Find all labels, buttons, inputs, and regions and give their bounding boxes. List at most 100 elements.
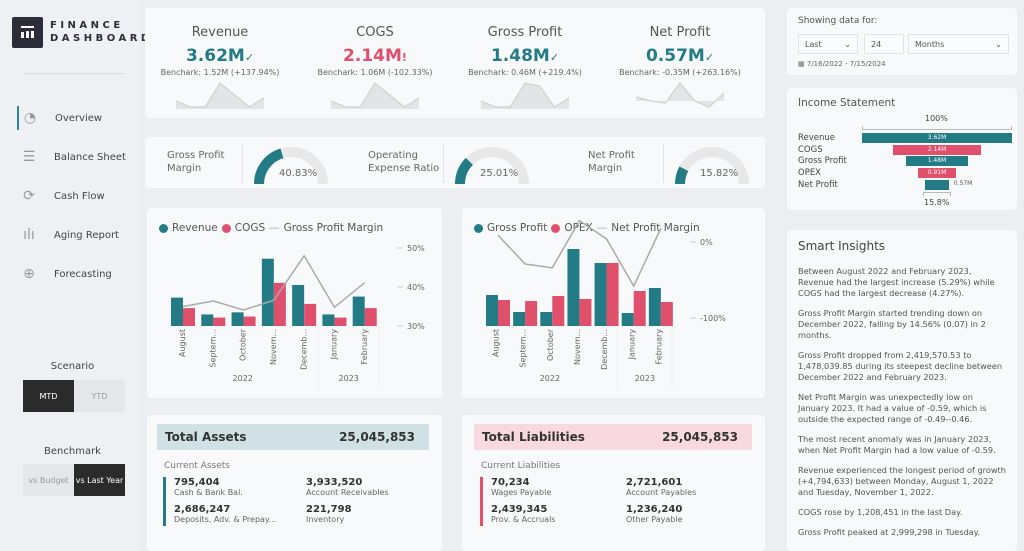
benchmark-last-year[interactable]: vs Last Year (74, 464, 125, 496)
insight-item: The most recent anomaly was in January 2… (798, 434, 996, 455)
benchmark-budget[interactable]: vs Budget (23, 464, 74, 496)
nav-label: Overview (55, 112, 103, 124)
funnel-bar[interactable]: 0.91M (918, 168, 956, 179)
calendar-icon: ▦ (798, 60, 805, 68)
period-mode-select[interactable]: Last ⌄ (798, 34, 858, 54)
kpi-net-profit: Net Profit 0.57M✓ Benchark: -0.35M (+263.1… (605, 16, 755, 111)
bar-gross-profit[interactable] (648, 288, 661, 326)
bar-cogs[interactable] (304, 303, 317, 326)
kpi-value-text: 1.48M (490, 46, 550, 66)
funnel-bar[interactable] (925, 179, 949, 190)
bar-opex[interactable] (498, 300, 510, 326)
bar-cogs[interactable] (273, 282, 286, 326)
divider (22, 73, 125, 74)
x-tick-label: Decemb... (600, 329, 609, 370)
bar-gross-profit[interactable] (513, 312, 526, 326)
smart-insights-card: Smart Insights Between August 2022 and F… (787, 230, 1017, 551)
asset-item: 795,404 Cash & Bank Bal. (174, 477, 243, 498)
gauge-fill (455, 157, 474, 185)
bar-cogs[interactable] (334, 317, 347, 326)
bar-cogs[interactable] (183, 308, 195, 326)
x-group-label: 2022 (540, 374, 560, 383)
bar-gross-profit[interactable] (486, 295, 498, 326)
period-count-input[interactable]: 24 (864, 34, 904, 54)
liabilities-header: Total Liabilities 25,045,853 (474, 424, 752, 450)
bar-opex[interactable] (579, 299, 592, 326)
x-tick-label: October (546, 328, 555, 361)
y2-tick-label: -100% (700, 314, 726, 323)
liability-item: 1,236,240 Other Payable (626, 504, 683, 525)
funnel-bar[interactable]: 1.48M (906, 156, 968, 167)
bar-opex[interactable] (552, 296, 565, 326)
x-tick-label: October (239, 328, 248, 361)
bar-revenue[interactable] (261, 258, 274, 326)
alert-icon: ! (401, 51, 407, 64)
liability-item: 70,234 Wages Payable (491, 477, 552, 498)
funnel-label-net-profit: Net Profit (798, 179, 838, 190)
x-tick-label: February (360, 329, 369, 365)
bar-revenue[interactable] (171, 297, 183, 326)
period-unit-select[interactable]: Months ⌄ (908, 34, 1009, 54)
gauge-value: 25.01% (480, 168, 519, 179)
funnel-bar[interactable]: 3.62M (862, 133, 1012, 143)
kpi-benchmark: Benchark: 1.52M (+137.94%) (160, 68, 280, 77)
profit-opex-chart: Gross Profit OPEX — Net Profit Margin 0% -100… (462, 208, 765, 398)
scenario-mtd[interactable]: MTD (23, 380, 74, 412)
kpi-value-text: 2.14M (343, 46, 402, 66)
y2-tick-label: 30% (407, 322, 425, 331)
assets-header: Total Assets 25,045,853 (157, 424, 429, 450)
nav-forecasting[interactable]: ⊕ Forecasting (18, 262, 112, 286)
sidebar: FINANCE DASHBOARD ◔ Overview ☰ Balance Shee… (0, 0, 149, 551)
x-tick-label: Septem... (519, 329, 528, 368)
scenario-ytd[interactable]: YTD (74, 380, 125, 412)
funnel-top-bracket (862, 126, 1012, 130)
kpi-title: Gross Profit (487, 25, 563, 40)
legend-label: Revenue (172, 222, 218, 234)
pie-chart-icon: ◔ (23, 110, 37, 126)
bar-gross-profit[interactable] (567, 249, 580, 326)
bar-revenue[interactable] (201, 314, 214, 326)
nav-balance-sheet[interactable]: ☰ Balance Sheet (18, 145, 126, 169)
bar-cogs[interactable] (364, 308, 377, 326)
nav-aging-report[interactable]: ılı Aging Report (18, 223, 119, 247)
gauge-value: 15.82% (700, 168, 739, 179)
logo-icon (12, 17, 43, 48)
bar-gross-profit[interactable] (621, 313, 634, 326)
bar-opex[interactable] (660, 302, 673, 326)
benchmark-toggle[interactable]: vs Budget vs Last Year (23, 464, 125, 496)
sparkline-area (176, 83, 264, 109)
bar-revenue[interactable] (292, 284, 305, 326)
funnel-bar[interactable]: 2.14M (892, 144, 982, 155)
bar-opex[interactable] (525, 301, 538, 326)
sparkline (636, 82, 724, 108)
nav-label: Balance Sheet (54, 151, 126, 163)
kpi-value: 2.14M! (300, 46, 450, 66)
bar-gross-profit[interactable] (540, 312, 553, 326)
sparkline (481, 82, 569, 109)
kpi-revenue: Revenue 3.62M✓ Benchark: 1.52M (+137.94%) (145, 16, 295, 111)
legend-line-icon: — (596, 222, 608, 234)
scenario-toggle[interactable]: MTD YTD (23, 380, 125, 412)
gauge (254, 147, 328, 185)
kpi-value: 0.57M✓ (605, 46, 755, 66)
check-icon: ✓ (549, 51, 560, 64)
bar-cogs[interactable] (243, 316, 256, 326)
kpi-cogs: COGS 2.14M! Benchark: 1.06M (-102.33%) (300, 16, 450, 111)
list-icon: ☰ (22, 149, 36, 165)
bar-revenue[interactable] (322, 314, 335, 326)
nav-cash-flow[interactable]: ⟳ Cash Flow (18, 184, 105, 208)
legend-line-icon: — (269, 222, 280, 234)
bar-revenue[interactable] (231, 312, 244, 326)
funnel-label-revenue: Revenue (798, 133, 836, 143)
sparkline-line (331, 82, 419, 108)
bar-opex[interactable] (633, 291, 646, 326)
bar-revenue[interactable] (352, 296, 365, 326)
gauge-label: Operating Expense Ratio (368, 150, 440, 174)
nav-overview[interactable]: ◔ Overview (17, 106, 102, 130)
bar-opex[interactable] (606, 263, 619, 326)
bar-gross-profit[interactable] (594, 263, 607, 326)
bar-cogs[interactable] (213, 317, 226, 326)
funnel-value: 0.57M (953, 179, 973, 187)
x-group-label: 2022 (233, 374, 253, 383)
kpi-title: Revenue (191, 25, 249, 40)
